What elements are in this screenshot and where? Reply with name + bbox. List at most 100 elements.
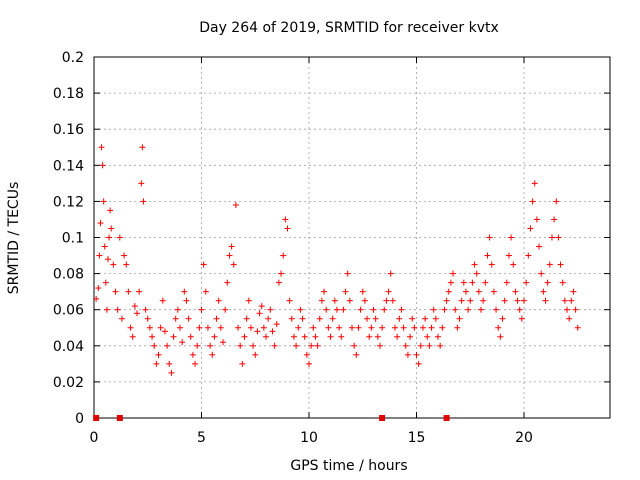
data-point — [181, 288, 188, 295]
data-point — [159, 297, 166, 304]
data-point — [366, 333, 373, 340]
data-point — [127, 324, 134, 331]
data-point — [129, 333, 136, 340]
data-point — [437, 342, 444, 349]
data-points — [93, 144, 581, 421]
data-point — [168, 369, 175, 376]
data-point — [177, 324, 183, 331]
data-point — [394, 333, 401, 340]
data-point — [321, 288, 328, 295]
data-point — [228, 243, 235, 250]
data-point — [235, 324, 242, 331]
data-point — [441, 306, 448, 313]
data-point — [157, 324, 164, 331]
data-point — [516, 306, 523, 313]
data-point — [372, 315, 379, 322]
data-point — [346, 297, 353, 304]
data-point — [265, 315, 272, 322]
data-point — [398, 306, 405, 313]
data-point — [271, 342, 278, 349]
data-point — [252, 351, 259, 358]
data-point — [555, 234, 562, 241]
y-axis-ticks: 0 0.02 0.04 0.06 0.08 0.1 0.12 0.14 0.16 0.18 0.2 — [53, 50, 610, 427]
data-point — [136, 288, 143, 295]
data-point — [499, 315, 506, 322]
data-point — [548, 234, 555, 241]
data-point — [413, 351, 420, 358]
data-point — [114, 306, 121, 313]
y-tick-label: 0.02 — [53, 375, 84, 391]
data-point — [187, 333, 194, 340]
data-point — [301, 333, 308, 340]
data-point — [443, 297, 450, 304]
data-point — [107, 207, 114, 214]
data-point — [424, 333, 431, 340]
data-point — [342, 288, 349, 295]
data-point — [400, 324, 407, 331]
data-point — [456, 315, 463, 322]
data-point — [220, 339, 226, 346]
data-point — [183, 297, 190, 304]
data-point — [209, 351, 216, 358]
data-point — [445, 288, 452, 295]
data-point — [142, 306, 149, 313]
data-point — [497, 333, 504, 340]
data-point — [110, 261, 117, 268]
data-point — [237, 342, 244, 349]
data-point — [161, 328, 168, 335]
data-point — [275, 279, 282, 286]
data-point — [376, 342, 383, 349]
data-point — [189, 351, 196, 358]
data-point — [250, 342, 257, 349]
zero-data-point — [379, 415, 386, 421]
data-point — [155, 351, 162, 358]
data-point — [490, 288, 497, 295]
data-point — [215, 297, 222, 304]
data-point — [103, 306, 110, 313]
data-point — [542, 297, 549, 304]
y-tick-label: 0.08 — [53, 267, 84, 283]
data-point — [387, 270, 394, 277]
data-point — [254, 328, 261, 335]
data-point — [140, 198, 147, 205]
data-point — [514, 297, 521, 304]
data-point — [325, 324, 332, 331]
data-point — [359, 288, 366, 295]
data-point — [123, 261, 130, 268]
data-point — [471, 261, 478, 268]
data-point — [172, 315, 179, 322]
data-point — [310, 324, 317, 331]
data-point — [538, 270, 545, 277]
data-point — [501, 297, 508, 304]
data-point — [267, 306, 274, 313]
data-point — [527, 225, 534, 232]
data-point — [574, 324, 581, 331]
data-point — [493, 306, 500, 313]
data-point — [174, 306, 181, 313]
data-point — [260, 324, 267, 331]
data-point — [241, 333, 248, 340]
data-point — [239, 360, 246, 367]
data-point — [540, 288, 547, 295]
data-point — [99, 162, 106, 169]
data-point — [568, 297, 575, 304]
data-point — [521, 297, 527, 304]
data-point — [179, 339, 186, 346]
data-point — [222, 306, 229, 313]
data-point — [450, 270, 457, 277]
data-point — [462, 288, 469, 295]
y-axis-label: SRMTID / TECUs — [6, 182, 22, 295]
data-point — [411, 324, 418, 331]
data-point — [164, 342, 171, 349]
data-point — [232, 202, 239, 209]
data-point — [355, 324, 362, 331]
data-point — [194, 342, 201, 349]
data-point — [198, 306, 205, 313]
grid-lines — [94, 57, 610, 418]
data-point — [293, 342, 300, 349]
data-point — [486, 234, 493, 241]
data-point — [297, 306, 304, 313]
data-point — [185, 315, 192, 322]
data-point — [230, 261, 237, 268]
data-point — [340, 306, 347, 313]
